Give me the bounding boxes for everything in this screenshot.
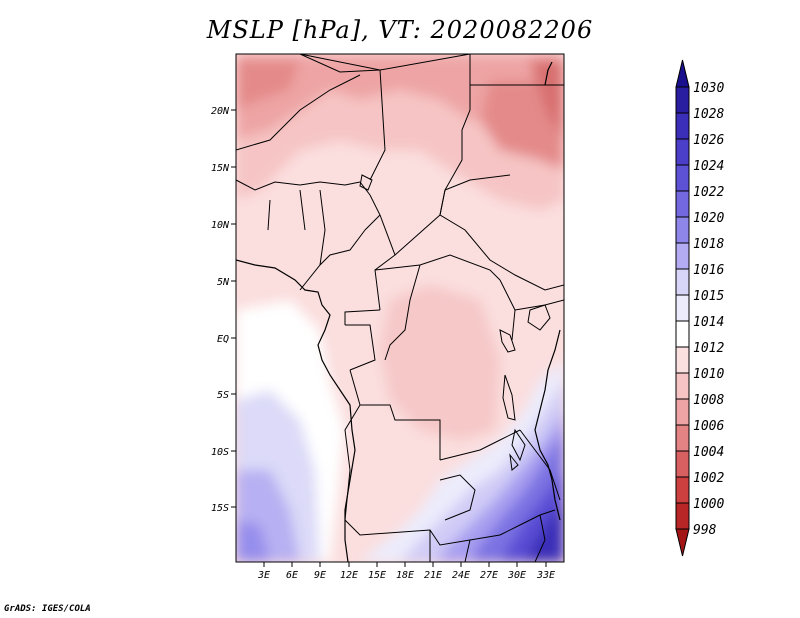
colorbar-bottom-arrow — [675, 528, 690, 557]
colorbar-segment — [675, 294, 690, 322]
colorbar-label: 1012 — [693, 341, 724, 356]
colorbar-segment — [675, 112, 690, 140]
latitude-axis: 20N 15N 10N 5N EQ 5S 10S 15S — [211, 106, 236, 514]
colorbar-segment — [675, 346, 690, 374]
colorbar-segment — [675, 164, 690, 192]
colorbar-label: 1030 — [693, 81, 724, 96]
lakes — [359, 174, 551, 471]
colorbar-label: 1010 — [693, 367, 724, 382]
lon-label: 30E — [507, 570, 526, 581]
colorbar-label: 1018 — [693, 237, 724, 252]
colorbar-segment — [675, 398, 690, 426]
lon-label: 9E — [314, 570, 326, 581]
colorbar-label: 1015 — [693, 289, 724, 304]
lon-label: 27E — [480, 570, 498, 581]
lat-label: EQ — [217, 334, 229, 345]
colorbar-segment — [675, 502, 690, 530]
colorbar-label: 1016 — [693, 263, 724, 278]
lat-label: 15N — [211, 163, 230, 174]
lat-label: 5N — [217, 277, 230, 288]
colorbar-label: 1004 — [693, 445, 724, 460]
colorbar-segment — [675, 242, 690, 270]
lon-label: 21E — [424, 570, 442, 581]
colorbar-label: 1020 — [693, 211, 724, 226]
lat-label: 10S — [211, 447, 229, 458]
lon-label: 6E — [286, 570, 298, 581]
colorbar-label: 1002 — [693, 471, 724, 486]
colorbar-segment — [675, 450, 690, 478]
colorbar-segment — [675, 372, 690, 400]
colorbar-label: 1026 — [693, 133, 724, 148]
lon-label: 3E — [257, 570, 270, 581]
colorbar: 1030 1028 1026 1024 1022 1020 1018 1016 1015 1014… — [675, 59, 724, 557]
lat-label: 10N — [211, 220, 230, 231]
colorbar-segment — [675, 86, 690, 114]
lon-label: 12E — [340, 570, 358, 581]
map-title: MSLP [hPa], VT: 2020082206 — [206, 16, 594, 44]
lat-label: 15S — [211, 503, 229, 514]
lon-label: 33E — [536, 570, 555, 581]
colorbar-label: 1024 — [693, 159, 724, 174]
colorbar-label: 998 — [693, 523, 717, 538]
colorbar-label: 1006 — [693, 419, 724, 434]
lon-label: 18E — [396, 570, 414, 581]
colorbar-segment — [675, 216, 690, 244]
colorbar-segment — [675, 476, 690, 504]
country-borders — [236, 54, 564, 562]
longitude-axis: 3E 6E 9E 12E 15E 18E 21E 24E 27E 30E 33E — [257, 562, 555, 581]
colorbar-label: 1022 — [693, 185, 724, 200]
pressure-field — [236, 54, 564, 562]
colorbar-segment — [675, 320, 690, 348]
colorbar-label: 1000 — [693, 497, 724, 512]
lat-label: 5S — [217, 390, 229, 401]
coastline — [236, 61, 561, 562]
colorbar-segment — [675, 190, 690, 218]
colorbar-segment — [675, 138, 690, 166]
map-frame — [235, 53, 565, 563]
grads-credit: GrADS: IGES/COLA — [4, 604, 91, 614]
colorbar-top-arrow — [675, 59, 690, 88]
lon-label: 15E — [368, 570, 386, 581]
colorbar-segment — [675, 424, 690, 452]
lat-label: 20N — [211, 106, 230, 117]
colorbar-label: 1014 — [693, 315, 724, 330]
colorbar-segment — [675, 268, 690, 296]
colorbar-label: 1008 — [693, 393, 724, 408]
colorbar-label: 1028 — [693, 107, 724, 122]
lon-label: 24E — [452, 570, 470, 581]
